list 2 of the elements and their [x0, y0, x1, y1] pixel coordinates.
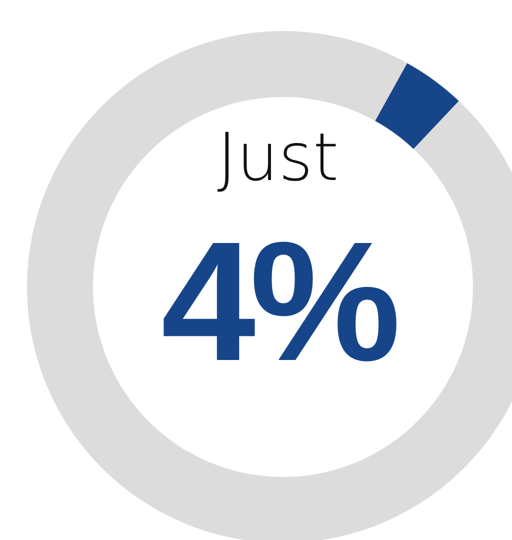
- text: Just: [216, 118, 340, 198]
- text: 4%: [160, 207, 396, 397]
